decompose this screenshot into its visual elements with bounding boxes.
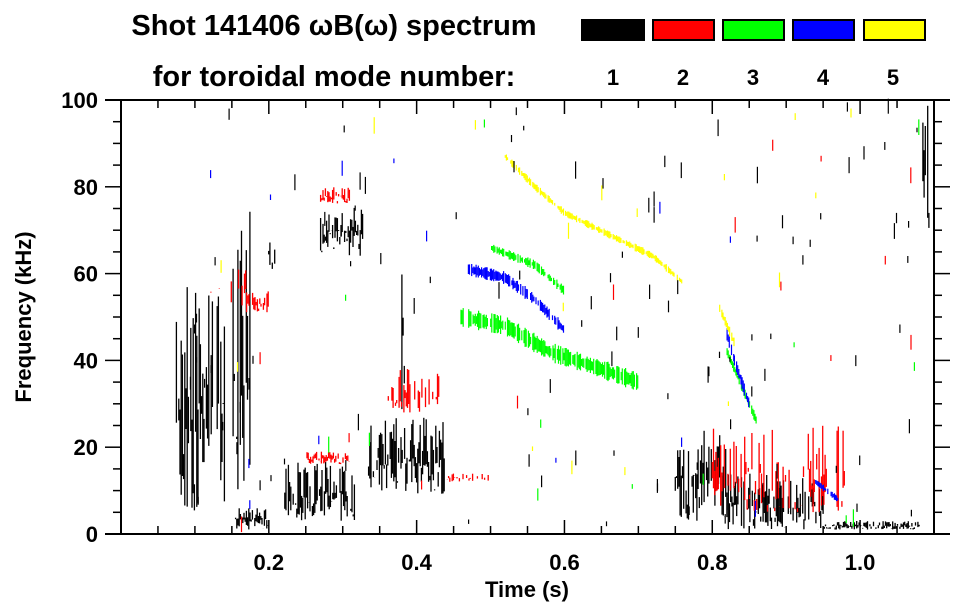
feature-blob-0.25	[284, 462, 356, 521]
legend-label-mode-3: 3	[747, 65, 759, 90]
feature-red-0.15	[210, 269, 247, 306]
x-tick-label: 0.8	[697, 550, 728, 575]
x-tick-label: 0.6	[549, 550, 580, 575]
feature-blob-0.8	[674, 430, 728, 521]
y-tick-label: 80	[74, 175, 98, 200]
feature-red-0.45	[446, 473, 489, 482]
plot-area	[175, 98, 930, 533]
legend-label-mode-5: 5	[887, 65, 899, 90]
feature-right-edge	[922, 105, 930, 228]
chart-title-line2: for toroidal mode number:	[153, 61, 516, 93]
feature-column-0.4	[401, 274, 405, 410]
legend-swatch-mode-5	[863, 19, 926, 41]
chirp-blue-0.82	[726, 328, 750, 408]
x-tick-label: 1.0	[845, 550, 876, 575]
y-tick-label: 40	[74, 348, 98, 373]
feature-tail-1.0	[822, 521, 920, 530]
x-tick-label: 0.4	[401, 550, 432, 575]
axes	[105, 99, 950, 535]
y-tick-label: 0	[86, 522, 98, 547]
y-tick-label: 60	[74, 262, 98, 287]
feature-burst-0.15	[232, 211, 251, 490]
speckles	[189, 98, 920, 533]
legend: 1 2 3 4 5	[581, 19, 926, 90]
y-axis-label: Frequency (kHz)	[11, 231, 36, 402]
y-tick-label: 20	[74, 435, 98, 460]
chirp-blue-tail	[815, 480, 839, 502]
feature-red-0.29	[319, 187, 351, 204]
x-axis-label: Time (s)	[485, 577, 569, 602]
feature-blob-0.3-high	[319, 207, 364, 256]
chirp-green-main	[460, 308, 639, 390]
feature-spike-0.2	[268, 242, 276, 269]
legend-swatch-mode-2	[652, 19, 715, 41]
chart-title-line1: Shot 141406 ωB(ω) spectrum	[131, 10, 536, 42]
chirp-yellow-0.82	[719, 304, 735, 347]
chirp-green-upper	[491, 244, 565, 295]
feature-red-0.4	[387, 369, 440, 413]
legend-label-mode-4: 4	[817, 65, 830, 90]
chirp-yellow-main	[504, 154, 683, 284]
legend-swatch-mode-3	[722, 19, 785, 41]
feature-blob-0.38	[367, 417, 445, 494]
y-tick-labels: 0 20 40 60 80 100	[61, 88, 98, 547]
y-tick-label: 100	[61, 88, 98, 113]
feature-early-burst	[175, 287, 226, 511]
legend-label-mode-1: 1	[607, 65, 619, 90]
x-tick-labels: 0.2 0.4 0.6 0.8 1.0	[254, 550, 876, 575]
chirp-blue-main	[467, 264, 565, 333]
legend-swatch-mode-4	[792, 19, 855, 41]
legend-label-mode-2: 2	[677, 65, 689, 90]
feature-red-0.17	[245, 291, 269, 313]
legend-swatch-mode-1	[581, 19, 645, 41]
feature-red-0.26	[306, 451, 350, 465]
feature-red-0.83	[711, 425, 845, 513]
x-tick-label: 0.2	[254, 550, 285, 575]
feature-low-0.16	[234, 508, 269, 530]
